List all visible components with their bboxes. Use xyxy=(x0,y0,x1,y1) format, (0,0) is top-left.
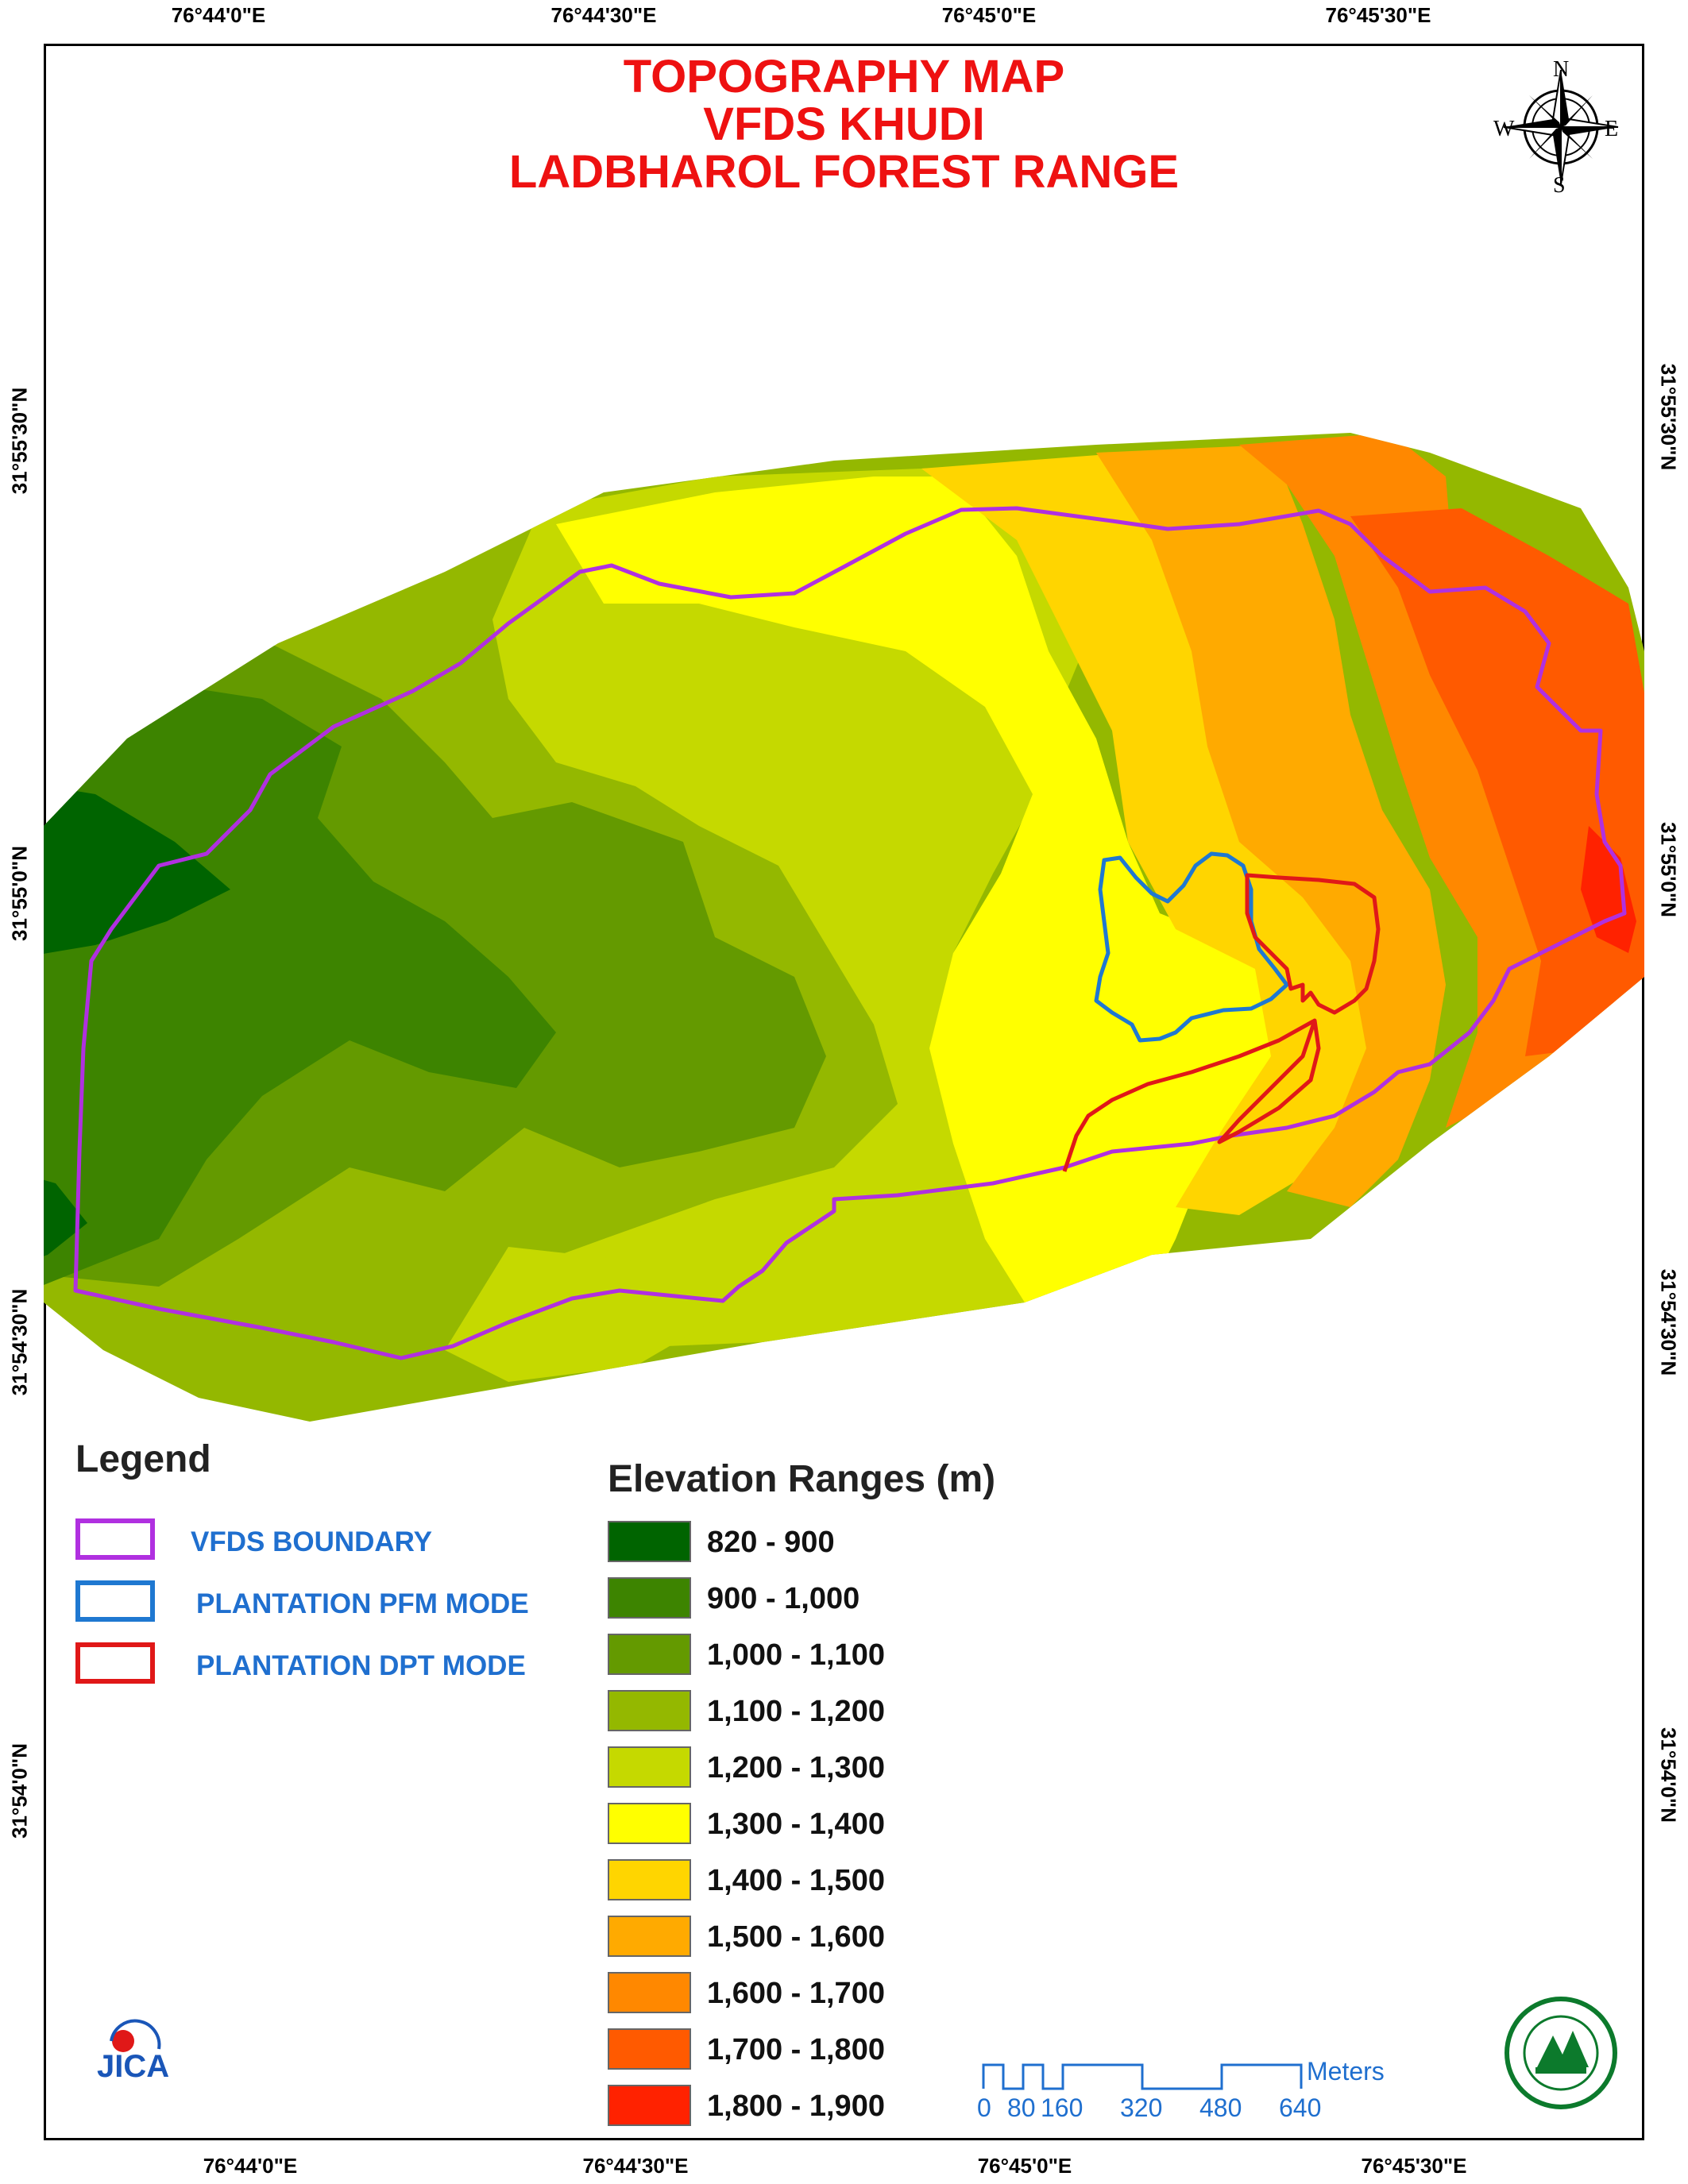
elevation-swatch xyxy=(608,1690,691,1731)
plantation-dpt-boundary xyxy=(1062,1018,1321,1172)
legend-label: VFDS BOUNDARY xyxy=(191,1526,432,1557)
scale-tick-label: 640 xyxy=(1279,2093,1322,2122)
elevation-band-1800-1900 xyxy=(1581,826,1636,953)
legend-label: PLANTATION DPT MODE xyxy=(196,1650,526,1681)
top-longitude-label: 76°45'0"E xyxy=(941,3,1037,27)
compass-east-label: E xyxy=(1605,117,1619,141)
elevation-band-1200-1300 xyxy=(445,1247,731,1382)
elevation-label: 820 - 900 xyxy=(707,1526,835,1559)
elevation-swatch xyxy=(608,1916,691,1957)
top-longitude-label: 76°44'0"E xyxy=(171,3,266,27)
elevation-legend-row: 1,000 - 1,100 xyxy=(608,1634,1164,1680)
bottom-longitude-label: 76°44'0"E xyxy=(203,2154,298,2178)
map-title-line3: LADBHAROL FOREST RANGE xyxy=(508,146,1180,198)
map-title-line2: VFDS KHUDI xyxy=(703,98,985,150)
legend-swatch xyxy=(75,1642,155,1684)
elevation-legend-row: 1,200 - 1,300 xyxy=(608,1746,1164,1792)
elevation-legend-row: 1,300 - 1,400 xyxy=(608,1803,1164,1849)
scale-tick-label: 480 xyxy=(1199,2093,1242,2122)
scale-tick-label: 320 xyxy=(1120,2093,1163,2122)
scale-bar xyxy=(982,2063,1303,2090)
elevation-band-1300-1400 xyxy=(556,477,1303,1302)
scale-tick-label: 80 xyxy=(1007,2093,1036,2122)
top-longitude-label: 76°45'30"E xyxy=(1325,3,1431,27)
elevation-swatch xyxy=(608,1859,691,1900)
elevation-swatch xyxy=(608,1803,691,1844)
elevation-swatch xyxy=(608,1746,691,1788)
elevation-label: 1,300 - 1,400 xyxy=(707,1808,885,1841)
elevation-legend-title: Elevation Ranges (m) xyxy=(608,1458,996,1500)
elevation-label: 1,000 - 1,100 xyxy=(707,1638,885,1672)
scale-unit-label: Meters xyxy=(1307,2057,1385,2086)
legend-label: PLANTATION PFM MODE xyxy=(196,1588,529,1619)
jica-logo-text: JICA xyxy=(97,2049,170,2084)
bottom-longitude-label: 76°44'30"E xyxy=(582,2154,689,2178)
map-title-line1: TOPOGRAPHY MAP xyxy=(623,51,1065,102)
elevation-legend-row: 1,500 - 1,600 xyxy=(608,1916,1164,1962)
elevation-label: 1,500 - 1,600 xyxy=(707,1920,885,1954)
compass-west-label: W xyxy=(1493,117,1515,141)
elevation-label: 900 - 1,000 xyxy=(707,1582,860,1615)
elevation-legend-row: 820 - 900 xyxy=(608,1521,1164,1567)
vfds-boundary-line xyxy=(73,506,1627,1360)
elevation-swatch xyxy=(608,2028,691,2070)
elevation-legend-row: 1,100 - 1,200 xyxy=(608,1690,1164,1736)
compass-south-label: S xyxy=(1553,173,1566,198)
forest-department-seal-icon xyxy=(1505,1997,1617,2109)
scale-tick-label: 0 xyxy=(977,2093,991,2122)
elevation-label: 1,700 - 1,800 xyxy=(707,2033,885,2066)
elevation-band-1500-1600 xyxy=(1096,445,1446,1207)
legend-title: Legend xyxy=(75,1438,211,1480)
elevation-label: 1,200 - 1,300 xyxy=(707,1751,885,1785)
elevation-legend-row: 1,800 - 1,900 xyxy=(608,2085,1164,2131)
elevation-swatch xyxy=(608,1972,691,2013)
elevation-legend-row: 900 - 1,000 xyxy=(608,1577,1164,1623)
elevation-legend-row: 1,400 - 1,500 xyxy=(608,1859,1164,1905)
bottom-longitude-label: 76°45'0"E xyxy=(977,2154,1072,2178)
plantation-pfm-boundary xyxy=(1094,851,1289,1043)
compass-north-label: N xyxy=(1553,57,1570,82)
elevation-label: 1,100 - 1,200 xyxy=(707,1695,885,1728)
elevation-swatch xyxy=(608,2085,691,2126)
plantation-dpt-boundary xyxy=(1245,873,1381,1015)
elevation-label: 1,800 - 1,900 xyxy=(707,2089,885,2123)
elevation-legend-row: 1,700 - 1,800 xyxy=(608,2028,1164,2074)
elevation-swatch xyxy=(608,1634,691,1675)
legend-swatch xyxy=(75,1518,155,1560)
elevation-band-1700-1800 xyxy=(1350,508,1644,1056)
bottom-longitude-label: 76°45'30"E xyxy=(1361,2154,1467,2178)
elevation-band-820-900 xyxy=(44,778,230,961)
scale-tick-label: 160 xyxy=(1041,2093,1083,2122)
elevation-label: 1,600 - 1,700 xyxy=(707,1977,885,2010)
elevation-legend-row: 1,600 - 1,700 xyxy=(608,1972,1164,2018)
elevation-band-1400-1500 xyxy=(921,453,1382,1215)
top-longitude-label: 76°44'30"E xyxy=(550,3,657,27)
legend-swatch xyxy=(75,1580,155,1622)
elevation-swatch xyxy=(608,1577,691,1619)
elevation-label: 1,400 - 1,500 xyxy=(707,1864,885,1897)
north-arrow-icon xyxy=(1503,69,1619,185)
jica-logo xyxy=(110,2019,161,2052)
elevation-swatch xyxy=(608,1521,691,1562)
